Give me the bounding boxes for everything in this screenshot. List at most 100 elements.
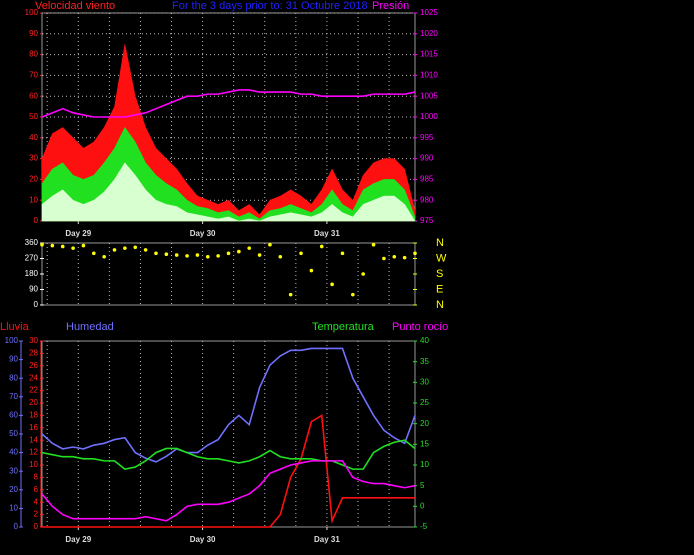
y-tick-label: 70 [9, 392, 18, 401]
direction-point [154, 251, 158, 256]
y-tick-label: 0 [34, 300, 39, 309]
y-tick-label: 1015 [420, 50, 438, 59]
direction-point [226, 251, 231, 256]
y-tick-label: 980 [420, 195, 434, 204]
direction-point [382, 256, 386, 261]
y-tick-label: 70 [29, 71, 38, 80]
direction-point [278, 254, 283, 259]
x-tick-label: Day 29 [65, 229, 91, 238]
y-tick-label: 360 [25, 238, 39, 247]
y2-axis-title: Presión [372, 0, 409, 12]
legend-label: Temperatura [312, 321, 375, 333]
direction-point [299, 251, 303, 256]
x-tick-label: Day 31 [314, 535, 340, 544]
y-tick-label: 0 [34, 522, 39, 531]
direction-point [392, 254, 397, 259]
plot-frame [41, 340, 416, 528]
y-tick-label: 60 [9, 411, 18, 420]
y-tick-label: 1020 [420, 29, 438, 38]
y-tick-label: N [436, 299, 444, 311]
y-tick-label: 975 [420, 216, 434, 225]
y-tick-label: 50 [29, 112, 38, 121]
y-tick-label: 90 [29, 29, 38, 38]
series-line [41, 460, 416, 522]
direction-point [371, 242, 376, 247]
y-tick-label: 35 [420, 357, 429, 366]
y-tick-label: 50 [9, 429, 18, 438]
y-tick-label: 985 [420, 175, 434, 184]
direction-point [257, 253, 262, 257]
y-tick-label: 990 [420, 154, 434, 163]
direction-point [185, 254, 189, 258]
legend-label: Humedad [66, 321, 114, 333]
y-tick-label: 0 [14, 522, 19, 531]
wind-area [41, 162, 416, 222]
y-tick-label: 1010 [420, 71, 438, 80]
direction-point [143, 248, 148, 252]
direction-point [216, 254, 220, 258]
direction-point [268, 242, 272, 247]
y-tick-label: 30 [420, 377, 429, 386]
y-tick-label: 24 [29, 373, 38, 382]
x-tick-label: Day 30 [190, 535, 216, 544]
y-tick-label: 16 [29, 423, 38, 432]
x-tick-label: Day 31 [314, 229, 340, 238]
y-tick-label: 20 [29, 398, 38, 407]
y-tick-label: 20 [420, 419, 429, 428]
chart-title: For the 3 days prior to: 31 Octubre 2018 [172, 0, 368, 12]
direction-point [71, 246, 75, 250]
direction-point [247, 246, 252, 250]
legend-label: Punto rocío [392, 321, 448, 333]
y-tick-label: 26 [29, 361, 38, 370]
direction-point [361, 272, 365, 276]
direction-point [195, 253, 200, 257]
legend-label: Lluvia [0, 321, 30, 333]
series-line [41, 347, 416, 463]
y-tick-label: 10 [29, 460, 38, 469]
y-axis-title: Velocidad viento [35, 0, 115, 12]
x-tick-label: Day 30 [190, 229, 216, 238]
direction-point [102, 254, 106, 259]
y-tick-label: 995 [420, 133, 434, 142]
y-tick-label: 0 [34, 216, 39, 225]
y-tick-label: 10 [29, 195, 38, 204]
y-tick-label: 60 [29, 91, 38, 100]
y-tick-label: 80 [9, 373, 18, 382]
y-tick-label: 2 [34, 510, 39, 519]
direction-point [205, 254, 210, 259]
y-tick-label: 18 [29, 411, 38, 420]
y-tick-label: 30 [29, 154, 38, 163]
y-tick-label: -5 [420, 522, 428, 531]
y-tick-label: 30 [9, 466, 18, 475]
direction-point [237, 249, 241, 254]
direction-point [60, 244, 65, 249]
direction-point [309, 268, 314, 273]
y-tick-label: S [436, 268, 443, 280]
y-tick-label: N [436, 237, 444, 249]
direction-point [164, 252, 169, 256]
direction-point [288, 292, 293, 297]
y-tick-label: 5 [420, 481, 425, 490]
y-tick-label: 8 [34, 473, 39, 482]
y-tick-label: 15 [420, 439, 429, 448]
y-tick-label: 90 [29, 285, 38, 294]
y-tick-label: 22 [29, 386, 38, 395]
y-tick-label: 28 [29, 349, 38, 358]
direction-point [340, 251, 345, 256]
y-tick-label: 100 [5, 336, 19, 345]
x-tick-label: Day 29 [65, 535, 91, 544]
direction-point [81, 243, 86, 248]
y-tick-label: 100 [25, 8, 39, 17]
direction-point [92, 251, 96, 256]
y-tick-label: E [436, 283, 443, 295]
direction-point [50, 243, 55, 248]
y-tick-label: 40 [9, 448, 18, 457]
y-tick-label: 0 [420, 501, 425, 510]
y-tick-label: 10 [420, 460, 429, 469]
direction-point [413, 251, 417, 256]
y-tick-label: 80 [29, 50, 38, 59]
y-tick-label: 4 [34, 497, 39, 506]
direction-point [40, 242, 44, 247]
series-line [42, 414, 415, 528]
